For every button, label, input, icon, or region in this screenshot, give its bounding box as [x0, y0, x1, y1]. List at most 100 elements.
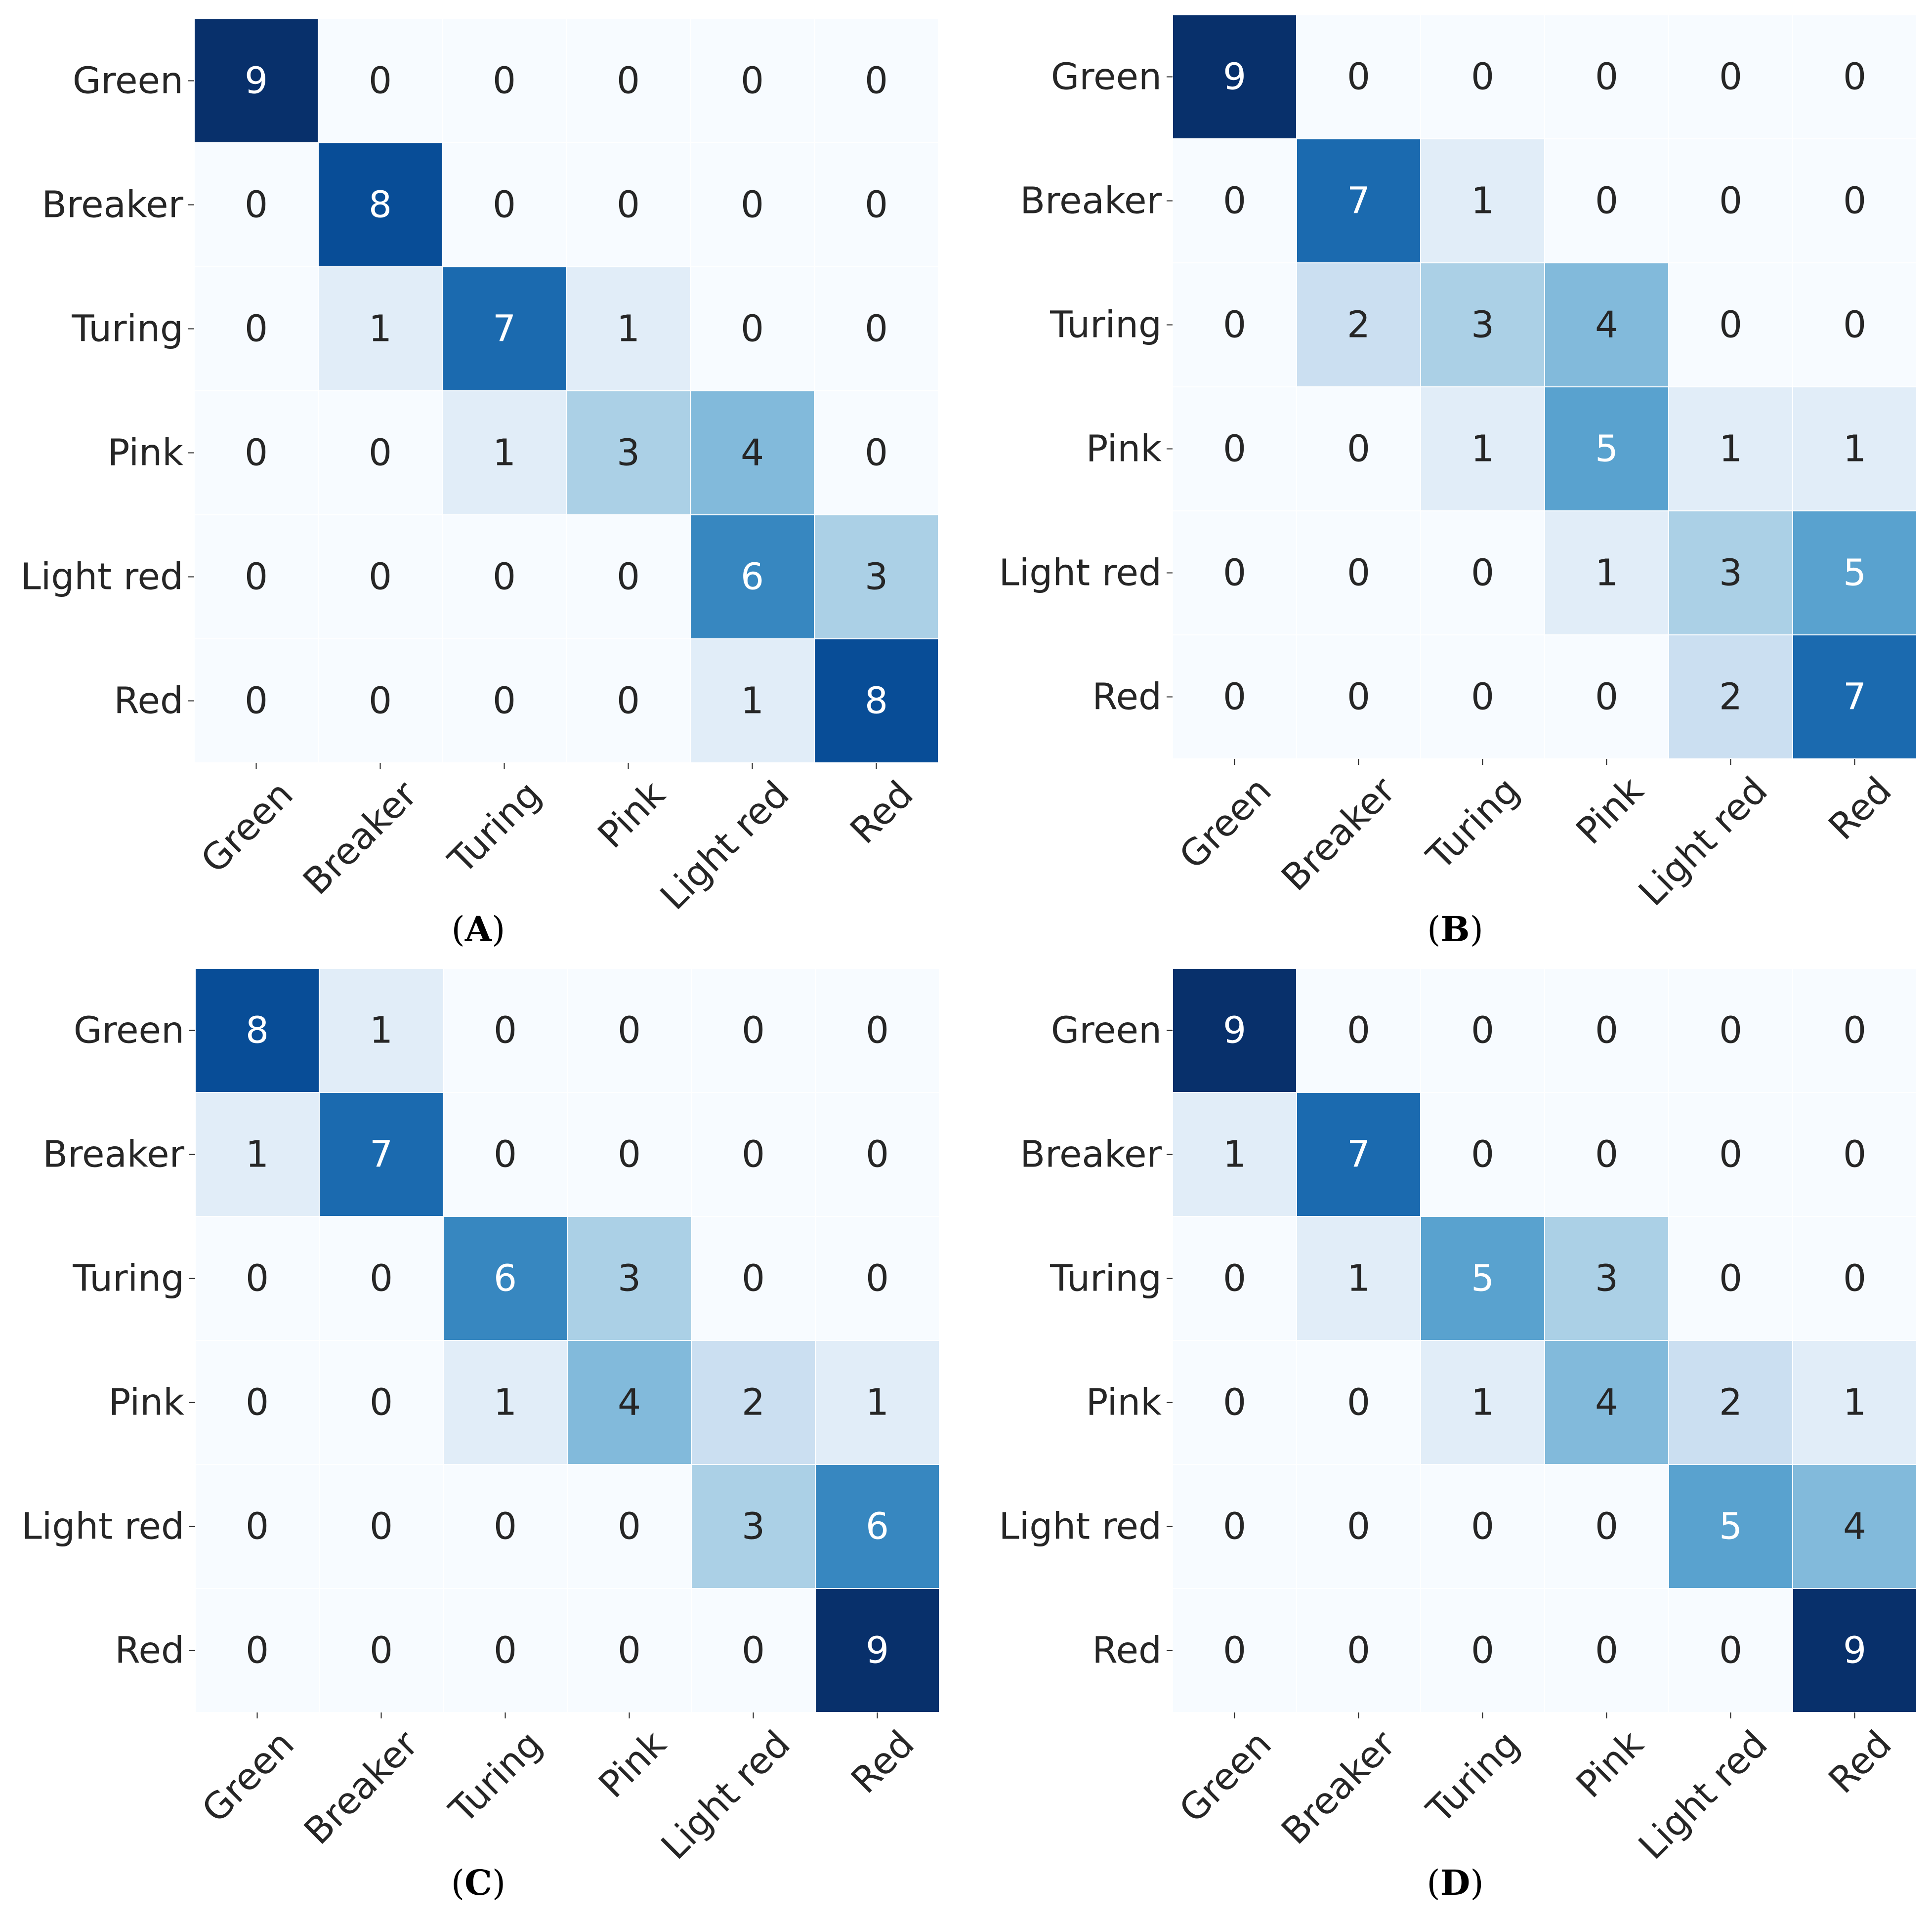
cell-value: 1 — [494, 1381, 517, 1424]
heatmap-cell — [1172, 1216, 1297, 1341]
heatmap-cell — [195, 1340, 320, 1465]
cell-value: 0 — [245, 184, 268, 226]
panel-letter: B — [1440, 909, 1470, 950]
cell-value: 0 — [1595, 676, 1618, 718]
heatmap-cell — [1420, 510, 1545, 635]
y-tick-label: Breaker — [1020, 180, 1162, 222]
cell-value: 0 — [618, 1629, 641, 1672]
heatmap-cell — [1420, 968, 1545, 1093]
y-tick-label: Light red — [21, 556, 184, 598]
heatmap-cell — [690, 514, 815, 639]
cell-value: 0 — [245, 308, 268, 350]
cell-value: 0 — [494, 1133, 517, 1176]
heatmap-cell — [815, 968, 940, 1093]
heatmap-cell — [319, 1464, 444, 1589]
heatmap-cell — [1544, 262, 1669, 387]
heatmap-cell — [1296, 1092, 1421, 1217]
heatmap-cell — [691, 1588, 816, 1713]
cell-value: 7 — [493, 308, 516, 350]
heatmap-cell — [1668, 262, 1793, 387]
y-tick-label: Red — [115, 1629, 184, 1672]
y-tick-label: Red — [1092, 676, 1162, 718]
heatmap-cell — [1792, 14, 1917, 139]
heatmap-cell — [691, 968, 816, 1093]
cell-value: 2 — [1719, 676, 1742, 718]
cell-value: 3 — [618, 1257, 641, 1300]
cell-value: 0 — [1223, 1629, 1246, 1672]
y-tick-label: Turing — [71, 308, 183, 350]
cell-value: 0 — [742, 1629, 765, 1672]
heatmap-cell — [1792, 634, 1917, 759]
heatmap-cell — [318, 142, 443, 267]
panel-caption: (B) — [1427, 909, 1483, 950]
cell-value: 0 — [1223, 1505, 1246, 1548]
cell-value: 0 — [618, 1505, 641, 1548]
heatmap-cell — [1296, 386, 1421, 511]
heatmap-cell — [1420, 1464, 1545, 1589]
cell-value: 0 — [866, 1133, 889, 1176]
heatmap-cell — [567, 1092, 692, 1217]
cell-value: 0 — [1843, 1133, 1866, 1176]
cell-value: 0 — [370, 1629, 393, 1672]
cell-value: 1 — [1471, 1381, 1494, 1424]
cell-value: 0 — [1595, 180, 1618, 222]
heatmap-cell — [566, 514, 691, 639]
heatmap-cell — [566, 266, 691, 391]
heatmap-cell — [1172, 1464, 1297, 1589]
heatmap-cell — [814, 390, 939, 515]
panel-caption: (A) — [452, 909, 505, 950]
cell-value: 0 — [1471, 552, 1494, 594]
heatmap-cell — [1172, 138, 1297, 263]
heatmap-cell — [567, 1216, 692, 1341]
heatmap-cell — [1792, 1464, 1917, 1589]
cell-value: 0 — [245, 432, 268, 474]
cell-value: 0 — [494, 1505, 517, 1548]
y-tick-label: Turing — [1050, 1257, 1162, 1300]
cell-value: 0 — [617, 60, 640, 102]
cell-value: 3 — [1471, 304, 1494, 346]
cell-value: 0 — [741, 60, 764, 102]
cell-value: 0 — [1595, 1009, 1618, 1052]
heatmap-cell — [1420, 1216, 1545, 1341]
heatmap-cell — [567, 1464, 692, 1589]
cell-value: 0 — [1347, 676, 1370, 718]
heatmap-cell — [1544, 1092, 1669, 1217]
cell-value: 2 — [1347, 304, 1370, 346]
heatmap-cell — [567, 1588, 692, 1713]
heatmap-cell — [1668, 1216, 1793, 1341]
cell-value: 0 — [866, 1257, 889, 1300]
cell-value: 8 — [369, 184, 392, 226]
cell-value: 0 — [617, 556, 640, 598]
cell-value: 0 — [1347, 56, 1370, 98]
cell-value: 9 — [866, 1629, 889, 1672]
heatmap-cell — [1172, 386, 1297, 511]
y-tick-label: Green — [1051, 56, 1162, 98]
cell-value: 0 — [1347, 1381, 1370, 1424]
heatmap-panel-d: 9 0 0 0 0 0 1 7 0 0 0 0 0 1 5 3 0 0 0 0 1 4 2 1 0 0 0 0 5 4 0 0 0 0 0 9 Gree… — [999, 968, 1917, 1903]
cell-value: 2 — [742, 1381, 765, 1424]
y-tick-label: Light red — [999, 552, 1162, 594]
cell-value: 5 — [1595, 428, 1618, 470]
cell-value: 0 — [245, 680, 268, 722]
heatmap-cell — [690, 638, 815, 763]
cell-value: 0 — [1719, 1133, 1742, 1176]
cell-value: 0 — [1347, 1505, 1370, 1548]
panel-letter: A — [464, 909, 493, 950]
cell-value: 0 — [246, 1629, 269, 1672]
cell-value: 3 — [617, 432, 640, 474]
heatmap-cell — [815, 1588, 940, 1713]
cell-value: 0 — [865, 184, 888, 226]
heatmap-cell — [1792, 1588, 1917, 1713]
heatmap-cell — [1792, 1340, 1917, 1465]
heatmap-cell — [691, 1216, 816, 1341]
heatmap-cell — [1668, 14, 1793, 139]
cell-value: 0 — [1471, 1505, 1494, 1548]
heatmap-cell — [690, 266, 815, 391]
heatmap-cell — [1668, 634, 1793, 759]
cell-value: 3 — [742, 1505, 765, 1548]
heatmap-cell — [1420, 1092, 1545, 1217]
heatmap-cell — [1668, 1340, 1793, 1465]
cell-value: 1 — [1223, 1133, 1246, 1176]
y-tick-label: Red — [114, 680, 183, 722]
cell-value: 6 — [494, 1257, 517, 1300]
